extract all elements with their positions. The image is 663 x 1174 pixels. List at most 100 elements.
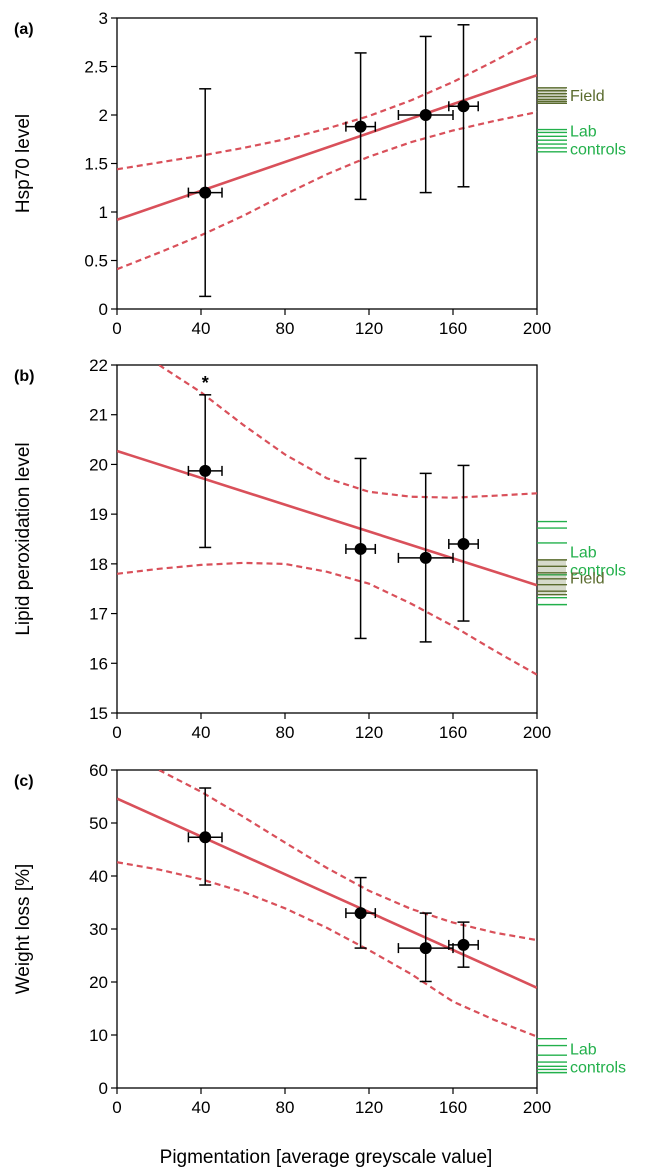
data-point-group [187,394,223,549]
y-tick-label: 18 [89,555,108,574]
ci-upper-line [158,365,537,499]
y-tick-label: 21 [89,406,108,425]
side-group-label: controls [570,563,626,580]
y-tick-label: 0 [99,300,108,319]
y-axis-title: Hsp70 level [13,114,34,213]
panel-b: (b) 15 16 17 18 19 20 21 22 0 40 80 120 160 200 Lipid p… [13,356,626,742]
plot-frame [116,17,538,310]
side-group-label: Lab [570,123,597,140]
y-tick-label: 2.5 [84,58,108,77]
x-tick-label: 200 [523,319,551,338]
y-tick-label: 1.5 [84,155,108,174]
y-tick-label: 10 [89,1026,108,1045]
y-tick-label: 19 [89,505,108,524]
ci-upper-line [117,37,537,171]
data-point [457,938,470,951]
x-tick-label: 80 [276,723,295,742]
x-tick-label: 160 [439,723,467,742]
side-group-label: Field [570,88,605,105]
data-point [419,109,432,121]
x-tick-label: 120 [355,1098,383,1117]
data-point-group [397,472,454,643]
shared-x-axis-title: Pigmentation [average greyscale value] [160,1147,493,1168]
x-tick-label: 40 [192,1098,211,1117]
data-point [419,551,432,564]
x-tick-label: 160 [439,1098,467,1117]
x-tick-label: 120 [355,319,383,338]
y-tick-label: 2 [99,106,108,125]
data-point [199,186,212,199]
data-point-group [345,457,377,640]
fit-group [117,37,537,271]
data-point [354,907,367,920]
regression-line [117,73,537,222]
side-group-label: Lab [570,545,597,562]
y-tick-label: 1 [99,203,108,222]
y-tick-label: 60 [89,761,108,780]
field-range-band [538,559,566,595]
data-point [457,537,470,550]
y-tick-label: 40 [89,867,108,886]
y-tick-label: 22 [89,356,108,375]
x-tick-label: 80 [276,319,295,338]
side-group-field: Field [537,87,605,105]
data-point-group [345,876,377,949]
regression-line [117,449,537,587]
plot-frame [116,364,538,714]
y-tick-label: 20 [89,455,108,474]
y-tick-label: 16 [89,654,108,673]
side-group-label: controls [570,141,626,158]
side-group-label: Lab [570,1042,597,1059]
side-group-label: Field [570,570,605,587]
y-axis-title: Weight loss [%] [13,864,34,995]
ci-upper-line [158,770,537,942]
data-point-group [448,24,479,188]
x-tick-label: 0 [112,319,121,338]
panel-label: (c) [14,773,34,790]
y-tick-label: 0 [99,1079,108,1098]
data-point-group [345,52,377,201]
x-tick-label: 40 [192,723,211,742]
x-tick-label: 160 [439,319,467,338]
ci-lower-line [117,111,537,271]
significance-marker: * [202,373,209,393]
panel-label: (a) [14,21,34,38]
fit-group [117,365,537,676]
x-tick-label: 0 [112,1098,121,1117]
y-tick-label: 20 [89,973,108,992]
panel-c: (c) 0 10 20 30 40 50 60 0 40 80 120 160 200 Weight los… [13,761,626,1117]
data-point [354,542,367,555]
y-tick-label: 30 [89,920,108,939]
panel-a: (a) 0 0.5 1 1.5 2 2.5 3 0 40 80 120 160 200 Hsp70 leve… [13,9,626,338]
data-point-group [397,35,454,194]
x-tick-label: 0 [112,723,121,742]
data-point [199,831,212,844]
side-group-field: Field [537,559,605,596]
side-group-label: controls [570,1060,626,1077]
x-tick-label: 80 [276,1098,295,1117]
data-point [199,464,212,477]
y-tick-label: 50 [89,814,108,833]
panel-label: (b) [14,368,34,385]
data-point-group [187,88,223,298]
y-axis-title: Lipid peroxidation level [13,442,34,635]
data-point [419,942,432,955]
ci-lower-line [117,861,537,1038]
y-tick-label: 3 [99,9,108,28]
data-point-group [448,464,479,622]
y-tick-label: 0.5 [84,252,108,271]
x-tick-label: 200 [523,723,551,742]
ci-lower-line [117,561,537,676]
x-tick-label: 40 [192,319,211,338]
x-tick-label: 200 [523,1098,551,1117]
fit-group [117,770,537,1038]
data-point-group [397,912,454,983]
x-tick-label: 120 [355,723,383,742]
data-point-group [448,921,479,968]
regression-line [117,797,537,989]
data-point [354,120,367,133]
